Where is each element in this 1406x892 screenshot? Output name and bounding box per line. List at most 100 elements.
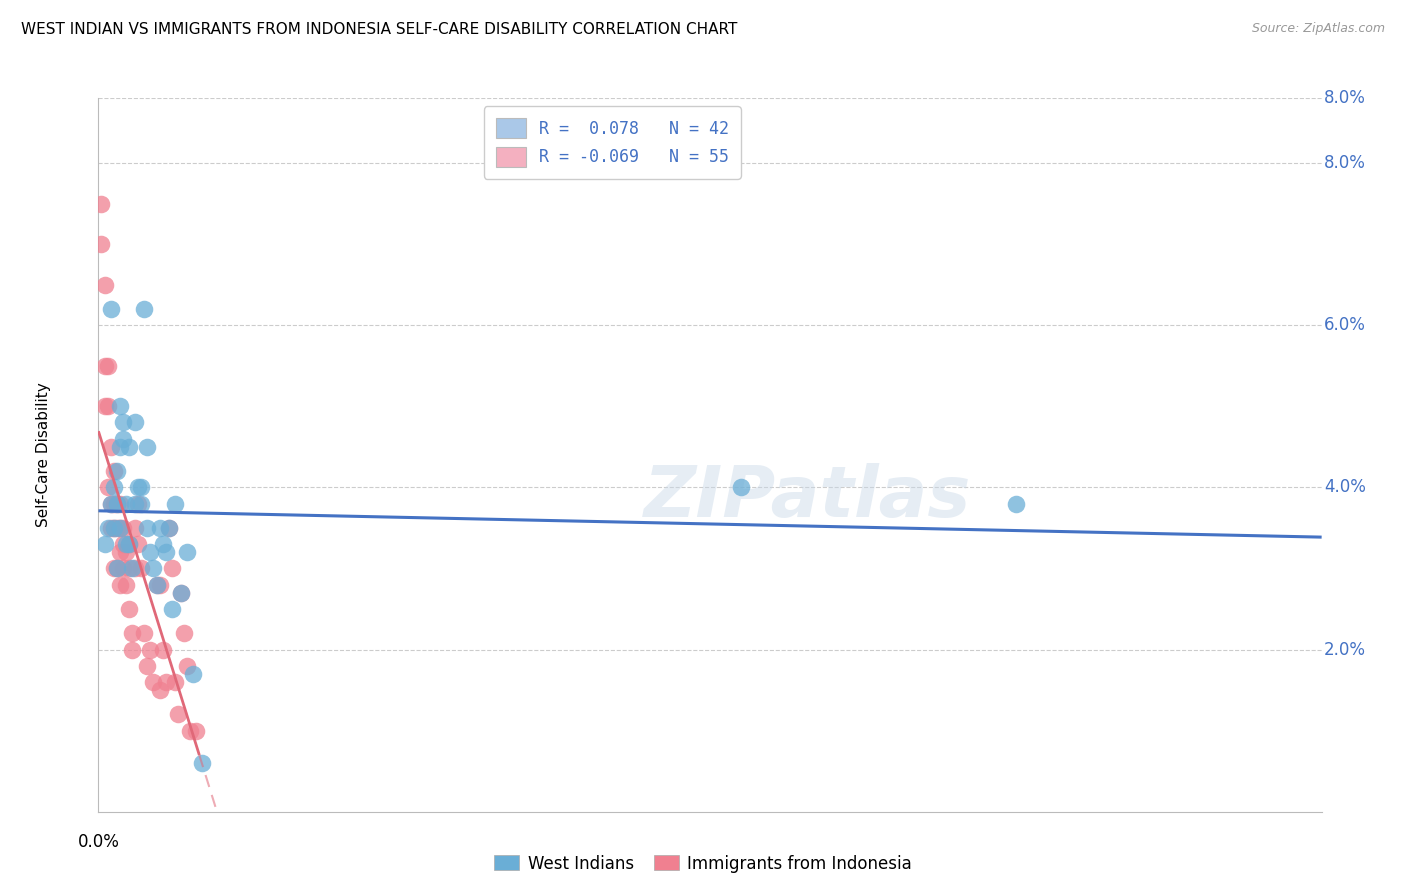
Point <box>124 521 146 535</box>
Text: 0.0%: 0.0% <box>77 833 120 851</box>
Point <box>157 521 180 535</box>
Point <box>163 675 186 690</box>
Legend: West Indians, Immigrants from Indonesia: West Indians, Immigrants from Indonesia <box>488 848 918 880</box>
Point <box>115 537 138 551</box>
Point <box>730 480 752 494</box>
Point <box>108 521 131 535</box>
Point <box>111 432 134 446</box>
Text: Source: ZipAtlas.com: Source: ZipAtlas.com <box>1251 22 1385 36</box>
Point <box>118 561 141 575</box>
Point <box>191 756 214 770</box>
Point <box>186 723 208 738</box>
Point <box>142 675 165 690</box>
Text: ZIPatlas: ZIPatlas <box>644 463 972 533</box>
Point <box>111 521 134 535</box>
Point <box>129 480 152 494</box>
Point <box>170 586 193 600</box>
Point <box>149 521 172 535</box>
Point <box>155 675 177 690</box>
Point <box>167 707 190 722</box>
Point <box>136 658 159 673</box>
Point <box>105 561 128 575</box>
Point <box>176 545 198 559</box>
Point <box>93 399 115 413</box>
Point <box>100 301 122 316</box>
Point <box>170 586 193 600</box>
Point <box>97 480 120 494</box>
Text: 8.0%: 8.0% <box>1324 154 1367 172</box>
Point <box>105 497 128 511</box>
Point <box>136 521 159 535</box>
Point <box>105 497 128 511</box>
Point <box>103 497 125 511</box>
Text: 6.0%: 6.0% <box>1324 316 1367 334</box>
Point <box>124 497 146 511</box>
Point <box>139 545 162 559</box>
Point <box>145 577 167 591</box>
Text: 8.0%: 8.0% <box>1324 89 1367 107</box>
Point <box>97 359 120 373</box>
Point <box>136 440 159 454</box>
Point <box>160 561 183 575</box>
Point <box>90 196 112 211</box>
Point <box>105 561 128 575</box>
Point <box>108 440 131 454</box>
Point <box>100 497 122 511</box>
Point <box>115 577 138 591</box>
Point <box>134 626 156 640</box>
Point <box>93 537 115 551</box>
Point <box>103 561 125 575</box>
Point <box>127 537 149 551</box>
Point <box>103 480 125 494</box>
Point <box>142 561 165 575</box>
Point <box>103 521 125 535</box>
Point <box>111 561 134 575</box>
Point <box>105 464 128 478</box>
Point <box>124 416 146 430</box>
Point <box>105 521 128 535</box>
Point <box>127 480 149 494</box>
Point <box>1004 497 1026 511</box>
Point <box>129 561 152 575</box>
Point <box>134 301 156 316</box>
Text: 4.0%: 4.0% <box>1324 478 1367 496</box>
Point <box>173 626 195 640</box>
Text: 2.0%: 2.0% <box>1324 640 1367 658</box>
Point <box>121 642 143 657</box>
Point <box>157 521 180 535</box>
Point <box>149 683 172 698</box>
Point <box>93 277 115 292</box>
Point <box>124 561 146 575</box>
Point <box>176 658 198 673</box>
Point <box>100 440 122 454</box>
Point <box>108 577 131 591</box>
Point <box>118 440 141 454</box>
Point <box>121 561 143 575</box>
Point <box>181 666 204 681</box>
Point <box>145 577 167 591</box>
Point <box>163 497 186 511</box>
Point <box>100 497 122 511</box>
Point <box>103 521 125 535</box>
Point <box>97 521 120 535</box>
Text: WEST INDIAN VS IMMIGRANTS FROM INDONESIA SELF-CARE DISABILITY CORRELATION CHART: WEST INDIAN VS IMMIGRANTS FROM INDONESIA… <box>21 22 738 37</box>
Point <box>111 537 134 551</box>
Point <box>100 521 122 535</box>
Text: Self-Care Disability: Self-Care Disability <box>37 383 51 527</box>
Point <box>108 521 131 535</box>
Point <box>152 642 174 657</box>
Point <box>118 537 141 551</box>
Point <box>111 416 134 430</box>
Point <box>108 399 131 413</box>
Point <box>103 464 125 478</box>
Point <box>115 497 138 511</box>
Point <box>118 537 141 551</box>
Point <box>179 723 201 738</box>
Point <box>160 602 183 616</box>
Point <box>93 359 115 373</box>
Point <box>152 537 174 551</box>
Point <box>121 626 143 640</box>
Point <box>139 642 162 657</box>
Point <box>108 545 131 559</box>
Point <box>127 497 149 511</box>
